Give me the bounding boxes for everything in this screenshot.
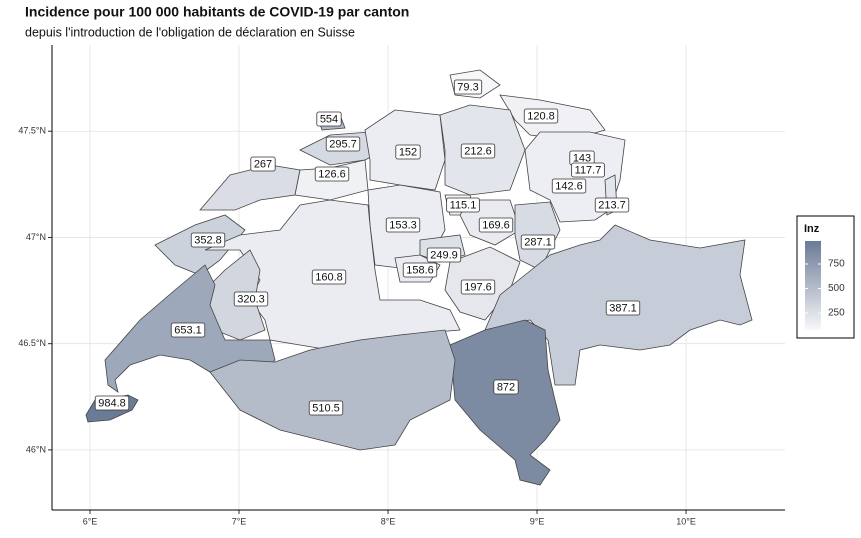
legend-title: Inz (804, 223, 820, 235)
canton-region (449, 319, 561, 486)
canton-region (199, 164, 301, 211)
y-tick-label: 46.5°N (18, 338, 46, 348)
value-label: 160.8 (315, 271, 343, 283)
canton-region (209, 329, 456, 451)
value-label-box (233, 291, 269, 307)
value-label: 120.8 (527, 110, 555, 122)
value-label-box (520, 234, 556, 250)
value-label-box (594, 197, 630, 213)
value-label-box (385, 217, 421, 233)
value-label-box (250, 156, 276, 172)
x-tick-label: 7°E (232, 516, 247, 526)
value-label: 352.8 (194, 234, 222, 246)
value-label-box (446, 197, 480, 213)
value-label-box (314, 166, 350, 182)
value-label: 142.6 (555, 180, 583, 192)
value-label: 152 (399, 146, 417, 158)
value-label: 79.3 (457, 81, 478, 93)
value-label: 295.7 (329, 138, 357, 150)
value-label: 153.3 (389, 219, 417, 231)
value-label: 126.6 (318, 168, 346, 180)
value-label-box (316, 111, 342, 127)
value-label-box (308, 400, 344, 416)
legend-tick-label: 500 (828, 283, 845, 294)
value-label: 510.5 (312, 402, 340, 414)
value-label: 267 (254, 158, 272, 170)
value-label: 117.7 (575, 164, 602, 176)
legend-tick-label: 750 (828, 259, 845, 270)
value-label: 212.6 (464, 145, 492, 157)
value-label: 213.7 (598, 199, 626, 211)
value-label-box (395, 144, 421, 160)
value-label-box (170, 322, 206, 338)
value-label: 554 (320, 113, 338, 125)
y-tick-label: 46°N (26, 444, 46, 454)
value-label-box (311, 269, 347, 285)
value-label: 984.8 (98, 397, 126, 409)
value-label-box (402, 262, 438, 278)
value-label: 158.6 (406, 264, 434, 276)
value-label-box (478, 217, 514, 233)
value-label-box (325, 136, 361, 152)
value-label: 872 (497, 381, 515, 393)
y-tick-label: 47.5°N (18, 126, 46, 136)
value-label-box (571, 162, 605, 178)
value-label-box (523, 108, 559, 124)
value-label-box (551, 178, 587, 194)
y-tick-label: 47°N (26, 232, 46, 242)
value-label: 169.6 (482, 219, 510, 231)
value-label: 320.3 (237, 293, 265, 305)
legend-colorbar (805, 240, 821, 330)
value-label-box (426, 247, 462, 263)
legend-tick-label: 250 (828, 308, 845, 319)
value-label-box (460, 279, 496, 295)
value-label-box (453, 79, 483, 95)
value-label-box (94, 395, 130, 411)
x-tick-label: 9°E (530, 516, 545, 526)
value-label: 653.1 (174, 324, 202, 336)
value-label-box (605, 300, 641, 316)
x-tick-label: 10°E (676, 516, 696, 526)
value-label: 197.6 (464, 281, 492, 293)
title: Incidence pour 100 000 habitants de COVI… (25, 4, 409, 20)
subtitle: depuis l'introduction de l'obligation de… (25, 25, 355, 39)
value-label-box (190, 232, 226, 248)
value-label-box (493, 379, 519, 395)
x-tick-label: 6°E (83, 516, 98, 526)
value-label: 249.9 (430, 249, 458, 261)
value-label: 143 (573, 152, 591, 164)
x-tick-label: 8°E (381, 516, 396, 526)
value-label-box (460, 143, 496, 159)
value-label: 115.1 (450, 199, 477, 211)
value-label: 387.1 (609, 302, 637, 314)
value-label: 287.1 (524, 236, 552, 248)
